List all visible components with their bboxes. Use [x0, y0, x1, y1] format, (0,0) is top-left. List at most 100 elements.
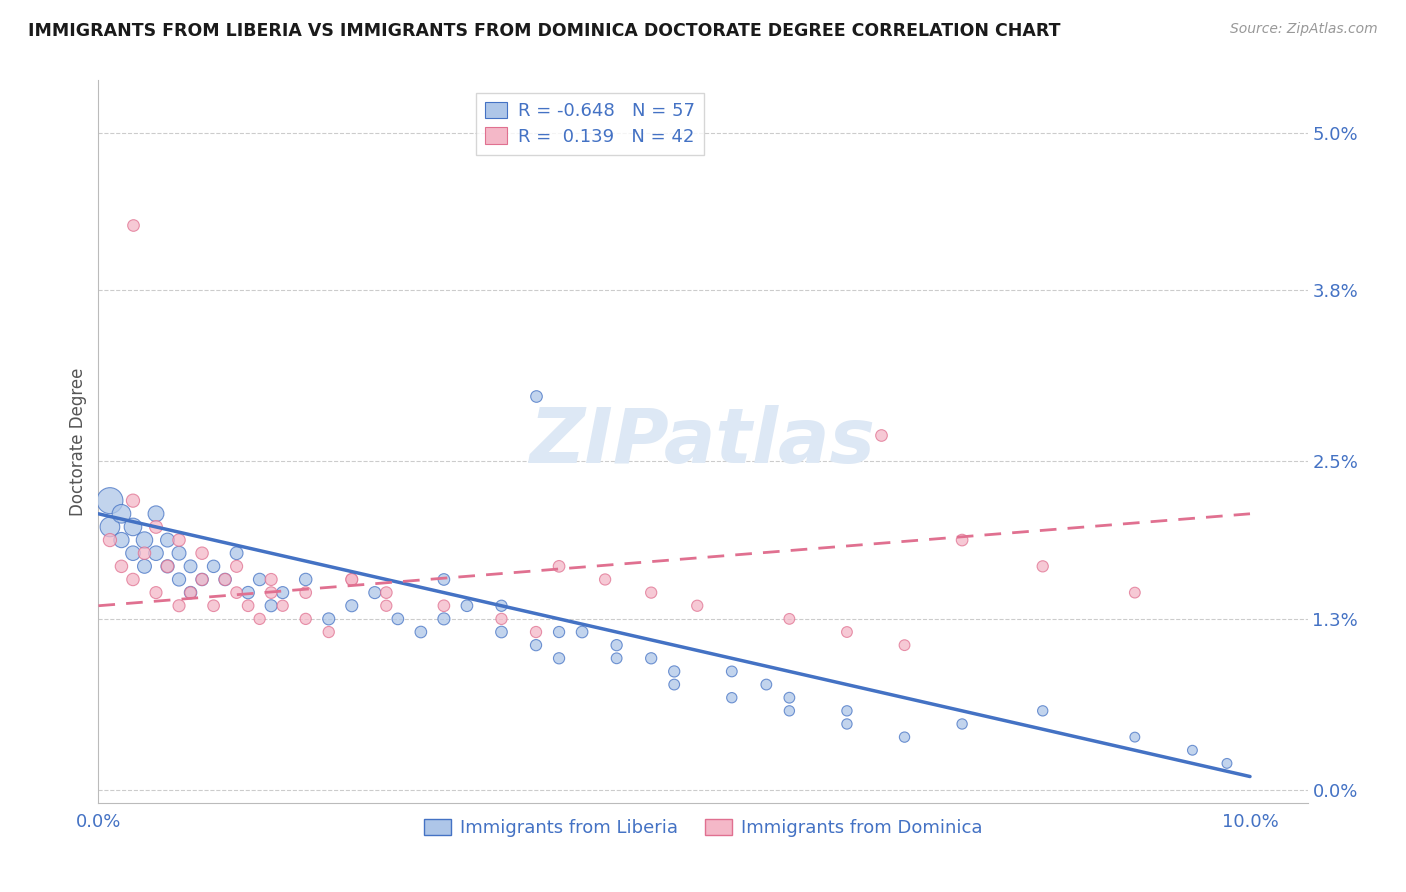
- Point: [156, 533, 179, 547]
- Legend: Immigrants from Liberia, Immigrants from Dominica: Immigrants from Liberia, Immigrants from…: [416, 812, 990, 845]
- Text: IMMIGRANTS FROM LIBERIA VS IMMIGRANTS FROM DOMINICA DOCTORATE DEGREE CORRELATION: IMMIGRANTS FROM LIBERIA VS IMMIGRANTS FR…: [28, 22, 1060, 40]
- Point: [375, 599, 398, 613]
- Point: [134, 546, 156, 560]
- Point: [1181, 743, 1204, 757]
- Point: [778, 690, 800, 705]
- Point: [491, 625, 513, 640]
- Point: [606, 651, 628, 665]
- Point: [950, 717, 973, 731]
- Text: Source: ZipAtlas.com: Source: ZipAtlas.com: [1230, 22, 1378, 37]
- Point: [340, 599, 363, 613]
- Point: [524, 388, 547, 402]
- Point: [1216, 756, 1239, 771]
- Point: [191, 573, 214, 587]
- Point: [134, 559, 156, 574]
- Point: [409, 625, 432, 640]
- Point: [686, 599, 709, 613]
- Point: [571, 625, 593, 640]
- Point: [122, 573, 145, 587]
- Point: [249, 612, 271, 626]
- Point: [167, 546, 190, 560]
- Point: [1123, 730, 1146, 744]
- Point: [236, 599, 259, 613]
- Point: [145, 520, 167, 534]
- Point: [122, 493, 145, 508]
- Point: [524, 638, 547, 652]
- Point: [98, 533, 121, 547]
- Point: [214, 573, 236, 587]
- Point: [134, 533, 156, 547]
- Point: [1032, 704, 1054, 718]
- Point: [720, 665, 742, 679]
- Point: [950, 533, 973, 547]
- Point: [191, 546, 214, 560]
- Point: [180, 585, 202, 599]
- Point: [214, 573, 236, 587]
- Point: [98, 520, 121, 534]
- Point: [893, 730, 915, 744]
- Point: [593, 573, 616, 587]
- Point: [1032, 559, 1054, 574]
- Point: [778, 704, 800, 718]
- Point: [180, 559, 202, 574]
- Point: [491, 612, 513, 626]
- Point: [110, 507, 132, 521]
- Point: [145, 546, 167, 560]
- Point: [755, 677, 778, 691]
- Point: [893, 638, 915, 652]
- Point: [456, 599, 478, 613]
- Point: [491, 599, 513, 613]
- Point: [340, 573, 363, 587]
- Point: [294, 573, 316, 587]
- Point: [191, 573, 214, 587]
- Point: [640, 585, 662, 599]
- Point: [98, 493, 121, 508]
- Point: [364, 585, 387, 599]
- Point: [870, 428, 893, 442]
- Point: [145, 585, 167, 599]
- Point: [202, 559, 225, 574]
- Point: [778, 612, 800, 626]
- Point: [145, 507, 167, 521]
- Point: [340, 573, 363, 587]
- Point: [202, 599, 225, 613]
- Point: [260, 599, 283, 613]
- Point: [271, 585, 294, 599]
- Point: [720, 690, 742, 705]
- Point: [548, 625, 571, 640]
- Point: [664, 665, 686, 679]
- Point: [236, 585, 259, 599]
- Point: [835, 704, 858, 718]
- Point: [225, 585, 247, 599]
- Point: [225, 559, 247, 574]
- Y-axis label: Doctorate Degree: Doctorate Degree: [69, 368, 87, 516]
- Point: [835, 717, 858, 731]
- Point: [167, 599, 190, 613]
- Point: [433, 573, 456, 587]
- Point: [271, 599, 294, 613]
- Point: [180, 585, 202, 599]
- Point: [156, 559, 179, 574]
- Point: [318, 612, 340, 626]
- Point: [640, 651, 662, 665]
- Point: [110, 533, 132, 547]
- Text: ZIPatlas: ZIPatlas: [530, 405, 876, 478]
- Point: [167, 533, 190, 547]
- Point: [835, 625, 858, 640]
- Point: [524, 625, 547, 640]
- Point: [294, 612, 316, 626]
- Point: [294, 585, 316, 599]
- Point: [110, 559, 132, 574]
- Point: [548, 651, 571, 665]
- Point: [225, 546, 247, 560]
- Point: [433, 599, 456, 613]
- Point: [548, 559, 571, 574]
- Point: [260, 573, 283, 587]
- Point: [260, 585, 283, 599]
- Point: [167, 573, 190, 587]
- Point: [249, 573, 271, 587]
- Point: [433, 612, 456, 626]
- Point: [606, 638, 628, 652]
- Point: [375, 585, 398, 599]
- Point: [664, 677, 686, 691]
